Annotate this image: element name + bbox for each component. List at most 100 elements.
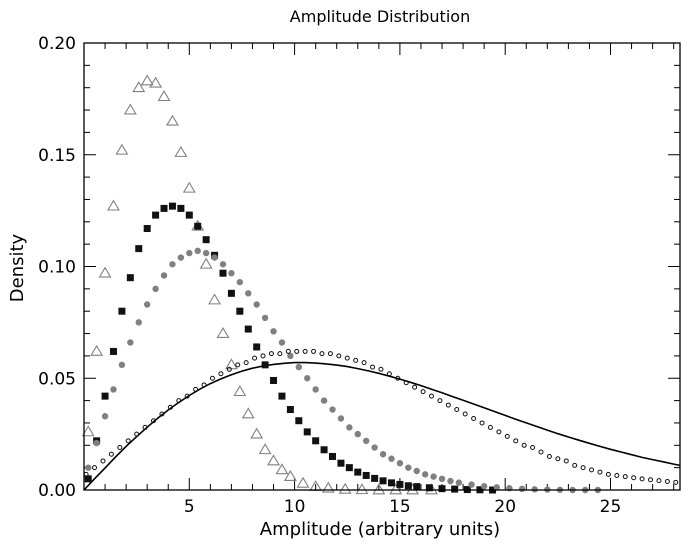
series-1-point xyxy=(199,257,213,269)
series-3-point xyxy=(202,249,210,257)
series-4-point xyxy=(226,366,232,372)
series-3-point xyxy=(245,290,252,297)
series-1-point xyxy=(90,344,104,356)
series-2-point xyxy=(244,325,252,333)
series-4-point xyxy=(209,375,215,381)
series-3-point xyxy=(337,415,345,422)
series-1-point xyxy=(275,463,289,475)
series-3-point xyxy=(177,254,185,261)
series-2-point xyxy=(451,485,459,493)
series-3-point xyxy=(160,272,168,279)
series-2-point xyxy=(396,480,404,488)
series-4-point xyxy=(656,478,662,484)
series-1-point xyxy=(283,470,297,481)
y-tick-label: 0.00 xyxy=(38,481,76,501)
series-4-point xyxy=(201,382,207,388)
series-1-point xyxy=(157,90,171,102)
series-4-point xyxy=(277,351,283,357)
series-4-point xyxy=(530,445,536,451)
series-2-point xyxy=(261,361,269,369)
x-tick-label: 15 xyxy=(389,497,411,517)
series-2-point xyxy=(320,446,328,454)
series-4-point xyxy=(311,348,317,354)
series-4-point xyxy=(327,351,333,357)
series-4-point xyxy=(437,398,443,404)
series-2-point xyxy=(404,482,412,490)
x-tick-label: 25 xyxy=(600,497,622,517)
series-3-point xyxy=(101,413,109,420)
series-3-point xyxy=(278,339,286,346)
series-4-point xyxy=(454,407,460,413)
series-4-point xyxy=(134,431,140,437)
series-3-point xyxy=(228,270,235,277)
series-4-point xyxy=(412,384,418,390)
series-4-point xyxy=(218,371,224,377)
series-4-point xyxy=(403,380,409,386)
series-3-point xyxy=(253,301,260,308)
series-3-point xyxy=(219,261,227,268)
series-3-point xyxy=(354,430,361,438)
series-2-point xyxy=(413,483,421,491)
series-3-point xyxy=(186,249,193,257)
series-4-point xyxy=(235,362,241,368)
series-3-point xyxy=(169,261,176,268)
series-2-point xyxy=(168,202,176,210)
series-4-point xyxy=(386,371,392,377)
series-3-point xyxy=(363,437,370,445)
series-4-point xyxy=(150,418,156,424)
series-4-point xyxy=(504,433,510,439)
series-2-point xyxy=(295,417,303,425)
series-2-point xyxy=(345,464,353,472)
series-4-point xyxy=(445,402,451,408)
series-4-point xyxy=(648,477,654,483)
series-4-point xyxy=(167,404,173,410)
series-1-point xyxy=(115,143,129,155)
plot-frame xyxy=(83,42,681,491)
series-3-point xyxy=(413,467,420,475)
series-3-point xyxy=(270,328,277,335)
series-2-point xyxy=(438,485,446,493)
series-3-point xyxy=(430,473,437,480)
series-3-point xyxy=(346,424,353,431)
series-3-point xyxy=(127,339,134,346)
series-4-point xyxy=(159,411,165,417)
series-3-point xyxy=(304,375,311,382)
series-1-point xyxy=(149,76,163,88)
series-4-point xyxy=(605,471,611,477)
series-3-point xyxy=(118,361,126,369)
series-2-point xyxy=(109,347,117,355)
series-4-point xyxy=(673,479,679,485)
series-2-point xyxy=(227,289,235,297)
x-tick-label: 10 xyxy=(284,497,306,517)
series-4-point xyxy=(260,353,266,359)
series-1-point xyxy=(132,81,146,93)
series-2-point xyxy=(253,343,261,351)
series-3-point xyxy=(211,254,218,261)
x-tick-label: 5 xyxy=(184,497,195,517)
series-4-point xyxy=(243,360,249,366)
series-4-point xyxy=(176,398,182,404)
series-4-point xyxy=(353,357,359,363)
series-4-point xyxy=(92,465,98,471)
series-4-point xyxy=(664,479,670,485)
series-1-point xyxy=(355,483,369,495)
series-2-point xyxy=(84,475,92,483)
series-1-point xyxy=(267,454,281,466)
series-2-point xyxy=(185,211,193,219)
series-1-point xyxy=(241,407,255,419)
y-tick-label: 0.05 xyxy=(38,369,76,389)
series-4-point xyxy=(302,348,308,354)
x-tick-label: 20 xyxy=(494,497,516,517)
series-3-point xyxy=(371,444,378,451)
series-4-point xyxy=(100,458,106,464)
series-3-point xyxy=(152,285,159,293)
series-3-point xyxy=(388,455,395,462)
series-2-point xyxy=(219,269,227,277)
series-2-point xyxy=(135,245,143,253)
fit-curve-line xyxy=(83,361,681,491)
series-1-point xyxy=(224,358,238,370)
series-1-point xyxy=(98,266,112,278)
series-2-point xyxy=(152,211,160,219)
series-4-point xyxy=(538,449,544,455)
series-1-point xyxy=(123,103,137,115)
